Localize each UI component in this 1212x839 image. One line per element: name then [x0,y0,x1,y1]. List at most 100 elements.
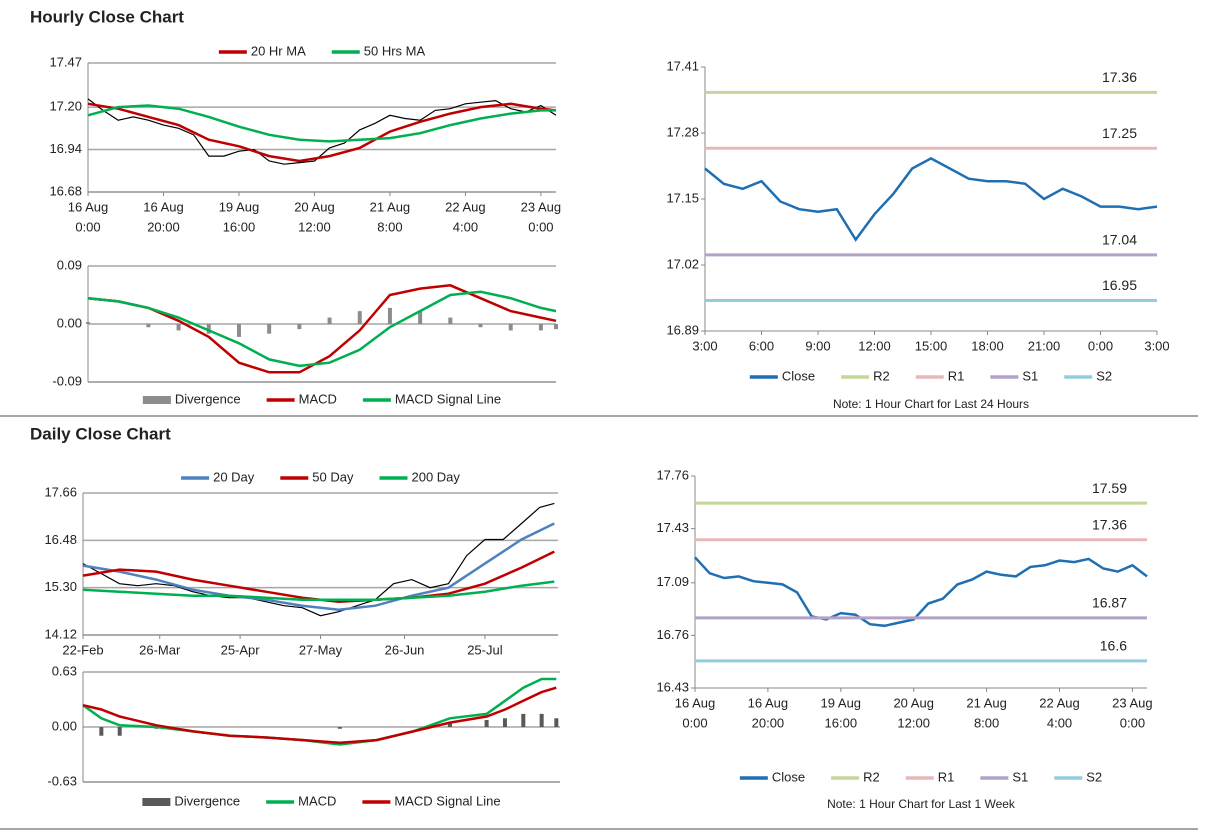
chart-note: Note: 1 Hour Chart for Last 24 Hours [833,397,1029,411]
y-tick-label: 16.94 [49,141,82,156]
x-tick-label: 21 Aug [966,695,1007,710]
x-tick-label: 21 Aug [370,199,411,214]
level-label: 17.59 [1092,480,1127,496]
series-line [82,677,557,746]
legend: 20 Hr MA 50 Hrs MA [218,43,425,58]
legend: Close R2 R1 S1 S2 [749,368,1112,383]
x-tick-label: 20:00 [752,715,785,730]
series-line [87,102,557,163]
divergence-bar [521,713,526,727]
x-tick-label: 15:00 [915,338,948,353]
x-tick-label: 22 Aug [1039,695,1080,710]
legend-label: S2 [1086,769,1102,784]
x-tick-label: 22-Feb [62,642,103,657]
divergence-bar [508,324,513,331]
divergence-bar [117,727,122,736]
divergence-bar [554,718,559,727]
chart-note: Note: 1 Hour Chart for Last 1 Week [827,797,1016,811]
divergence-bar [357,311,362,324]
x-tick-label: 4:00 [1047,715,1072,730]
x-tick-label: 25-Apr [221,642,261,657]
x-tick-label: 3:00 [692,338,717,353]
legend: Close R2 R1 S1 S2 [739,769,1102,784]
legend: Divergence MACD MACD Signal Line [142,793,501,808]
x-tick-label: 12:00 [298,219,331,234]
level-label: 17.25 [1102,125,1137,141]
x-tick-label: 27-May [299,642,343,657]
y-tick-label: 0.00 [57,315,82,330]
legend-label: Divergence [174,793,240,808]
divergence-bar [387,307,392,324]
legend-label: Divergence [175,391,241,406]
x-tick-label: 23 Aug [1112,695,1153,710]
x-tick-label: 19 Aug [219,199,260,214]
divergence-bar [418,311,423,324]
legend-swatch [142,798,171,806]
divergence-bar [539,713,544,727]
y-tick-label: 16.48 [44,532,77,547]
legend-label: R2 [863,769,880,784]
series-line [87,290,557,368]
y-tick-label: -0.63 [47,773,77,788]
price-line [87,98,557,165]
x-tick-label: 25-Jul [467,642,503,657]
legend-label: Close [772,769,805,784]
divergence-bar [99,727,104,736]
x-tick-label: 22 Aug [445,199,486,214]
divergence-bar [267,324,272,334]
y-tick-label: 17.20 [49,99,82,114]
level-label: 16.87 [1092,595,1127,611]
x-tick-label: 16:00 [223,219,256,234]
legend-label: R1 [938,769,955,784]
legend: 20 Day 50 Day 200 Day [181,469,460,484]
y-tick-label: 17.43 [656,520,689,535]
y-tick-label: 17.66 [44,484,77,499]
legend-label: 50 Day [312,469,354,484]
legend-label: R1 [948,368,965,383]
legend-label: MACD [299,391,337,406]
divergence-bar [297,324,302,330]
series-line [694,556,1148,628]
legend: Divergence MACD MACD Signal Line [142,391,501,406]
divergence-bar [484,720,489,727]
divergence-bar [538,324,543,331]
x-tick-label: 8:00 [974,715,999,730]
x-tick-label: 16 Aug [748,695,789,710]
y-tick-label: 16.89 [666,322,699,337]
divergence-bar [447,722,452,727]
divergence-bar [337,727,342,729]
y-tick-label: -0.09 [52,373,82,388]
x-tick-label: 0:00 [528,219,553,234]
x-tick-label: 0:00 [75,219,100,234]
series-line [82,580,555,601]
x-tick-label: 12:00 [858,338,891,353]
divergence-bar [176,324,181,331]
legend-label: 200 Day [411,469,460,484]
legend-label: Close [782,368,815,383]
level-label: 17.04 [1102,232,1137,248]
x-tick-label: 16 Aug [68,199,109,214]
legend-label: S1 [1012,769,1028,784]
divergence-bar [448,317,453,324]
level-label: 17.36 [1102,69,1137,85]
y-tick-label: 17.15 [666,190,699,205]
x-tick-label: 21:00 [1028,338,1061,353]
divergence-bar [502,718,507,727]
y-tick-label: 17.41 [666,58,699,73]
y-tick-label: 0.63 [52,663,77,678]
x-tick-label: 26-Jun [385,642,425,657]
price-line [82,502,555,617]
y-tick-label: 17.02 [666,256,699,271]
x-tick-label: 6:00 [749,338,774,353]
x-tick-label: 16 Aug [675,695,716,710]
y-tick-label: 0.09 [57,257,82,272]
divergence-bar [146,324,151,328]
legend-label: 20 Day [213,469,255,484]
x-tick-label: 12:00 [897,715,930,730]
x-tick-label: 26-Mar [139,642,181,657]
x-tick-label: 20:00 [147,219,180,234]
series-line [82,686,557,744]
section-title: Hourly Close Chart [30,7,184,26]
